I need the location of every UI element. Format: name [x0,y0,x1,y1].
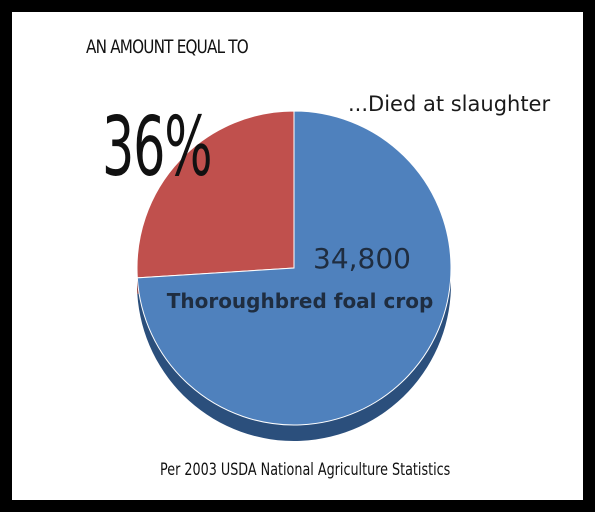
slice-name-label: Thoroughbred foal crop [167,289,434,313]
percent-label: 36% [102,100,213,195]
chart-title: AN AMOUNT EQUAL TO [86,36,249,58]
slice-value-label: 34,800 [313,242,411,275]
pie-slice-0 [136,110,295,279]
pie-slice-1 [136,110,452,426]
pie-slices [136,110,452,426]
slice-callout: ...Died at slaughter [348,92,551,116]
source-footnote: Per 2003 USDA National Agriculture Stati… [160,460,451,480]
